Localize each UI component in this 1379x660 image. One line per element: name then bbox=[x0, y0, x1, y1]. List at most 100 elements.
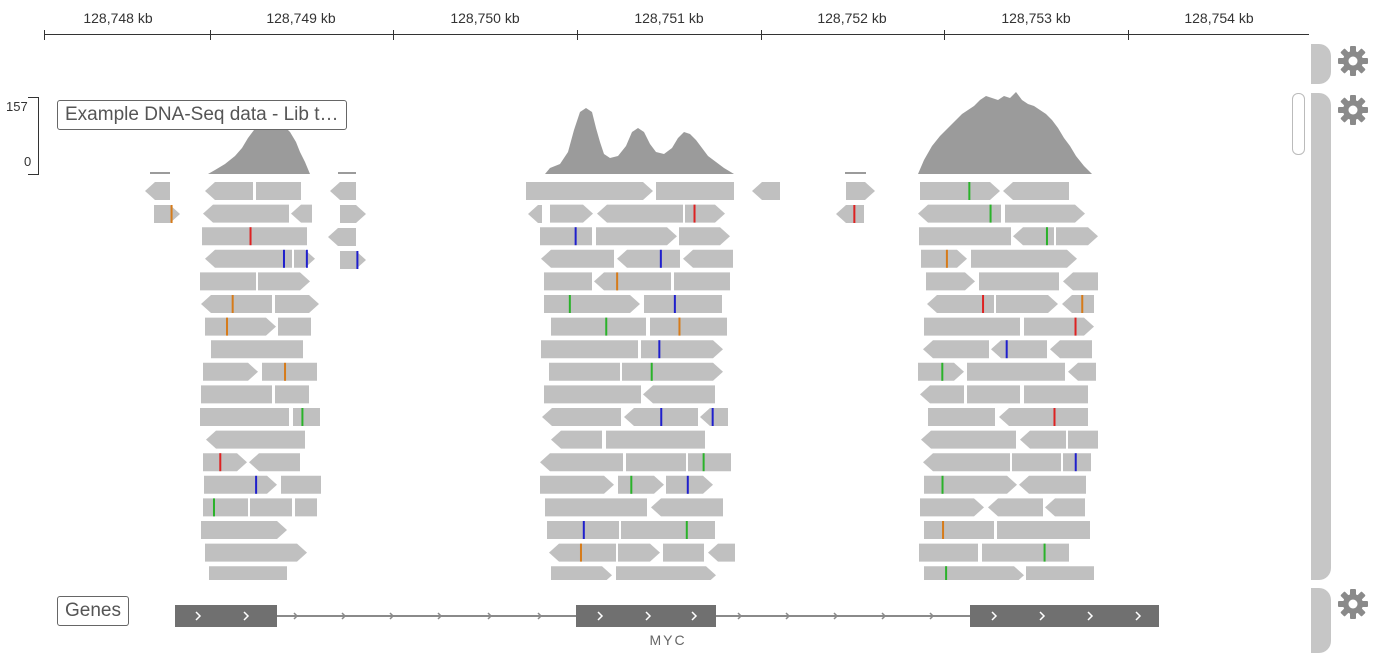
read-alignment bbox=[988, 498, 1043, 517]
read-alignment bbox=[203, 453, 247, 472]
read-alignment bbox=[979, 272, 1059, 291]
gear-icon[interactable] bbox=[1336, 587, 1370, 621]
read-alignment bbox=[1068, 430, 1098, 449]
alignment-pileup[interactable] bbox=[0, 178, 1300, 580]
read-alignment bbox=[281, 475, 321, 494]
ruler-minor-tick bbox=[577, 30, 578, 40]
read-alignment bbox=[541, 340, 638, 359]
read-alignment bbox=[549, 543, 616, 562]
read-alignment bbox=[340, 205, 366, 223]
mismatch-base bbox=[284, 362, 287, 381]
read-alignment bbox=[526, 182, 546, 200]
read-alignment bbox=[201, 385, 272, 404]
ruler-tick-label: 128,750 kb bbox=[450, 10, 520, 26]
ruler-tick-label: 128,752 kb bbox=[817, 10, 887, 26]
alignment-track-label[interactable]: Example DNA-Seq data - Lib t… bbox=[57, 100, 347, 130]
strand-arrow bbox=[195, 611, 202, 621]
read-alignment bbox=[275, 385, 309, 404]
read-alignment bbox=[205, 317, 276, 336]
mismatch-base bbox=[1074, 453, 1077, 472]
mismatch-base bbox=[941, 362, 944, 381]
read-alignment bbox=[202, 227, 307, 246]
read-alignment bbox=[666, 475, 713, 494]
read-alignment bbox=[918, 204, 1001, 223]
mismatch-base bbox=[301, 408, 304, 426]
read-alignment bbox=[211, 340, 303, 359]
strand-arrow bbox=[833, 612, 839, 620]
mismatch-base bbox=[658, 340, 661, 359]
coverage-peak bbox=[918, 92, 1092, 174]
ruler-tick-label: 128,754 kb bbox=[1184, 10, 1254, 26]
read-alignment bbox=[606, 430, 705, 449]
read-alignment bbox=[1068, 362, 1096, 381]
genes-track[interactable]: MYC bbox=[0, 595, 1300, 655]
read-alignment bbox=[679, 227, 730, 246]
ruler-minor-tick bbox=[944, 30, 945, 40]
read-alignment bbox=[618, 543, 660, 562]
read-alignment bbox=[919, 543, 978, 562]
read-alignment bbox=[1026, 566, 1094, 580]
mismatch-base bbox=[941, 475, 944, 494]
read-alignment bbox=[295, 498, 317, 517]
genes-track-handle[interactable] bbox=[1311, 588, 1331, 653]
genes-track-label[interactable]: Genes bbox=[57, 596, 129, 626]
alignment-track-handle[interactable] bbox=[1311, 93, 1331, 580]
read-alignment bbox=[541, 249, 614, 268]
read-alignment bbox=[203, 362, 258, 381]
genomic-ruler[interactable]: 128,748 kb 128,749 kb 128,750 kb 128,751… bbox=[0, 0, 1379, 40]
ruler-track-handle[interactable] bbox=[1311, 44, 1331, 84]
read-alignment bbox=[1063, 453, 1091, 472]
ruler-minor-tick bbox=[761, 30, 762, 40]
read-alignment bbox=[622, 362, 723, 381]
mismatch-base bbox=[989, 204, 992, 223]
coverage-fragment bbox=[338, 172, 356, 174]
mismatch-base bbox=[1043, 543, 1046, 562]
read-alignment bbox=[340, 251, 366, 269]
read-alignment bbox=[597, 204, 683, 223]
read-alignment bbox=[651, 498, 723, 517]
mismatch-base bbox=[945, 566, 948, 580]
read-alignment bbox=[544, 272, 592, 291]
read-alignment bbox=[971, 249, 1077, 268]
read-alignment bbox=[291, 204, 312, 223]
mismatch-base bbox=[249, 227, 252, 246]
read-alignment bbox=[145, 182, 170, 200]
read-alignment bbox=[201, 295, 272, 313]
read-alignment bbox=[206, 430, 305, 449]
gene-exon-2 bbox=[576, 605, 716, 627]
read-alignment bbox=[542, 408, 621, 426]
read-alignment bbox=[549, 362, 620, 381]
read-alignment bbox=[836, 205, 864, 223]
gear-icon[interactable] bbox=[1336, 44, 1370, 78]
mismatch-base bbox=[1005, 340, 1008, 359]
mismatch-base bbox=[673, 295, 676, 313]
ruler-minor-tick bbox=[1128, 30, 1129, 40]
read-alignment bbox=[249, 453, 300, 472]
read-alignment bbox=[617, 249, 680, 268]
read-alignment bbox=[967, 362, 1065, 381]
read-alignment bbox=[544, 385, 641, 404]
read-alignment bbox=[996, 295, 1058, 313]
read-alignment bbox=[1063, 272, 1098, 291]
read-alignment bbox=[293, 408, 320, 426]
mismatch-base bbox=[616, 272, 619, 291]
read-alignment bbox=[550, 204, 593, 223]
read-alignment bbox=[1024, 385, 1088, 404]
read-alignment bbox=[205, 543, 307, 562]
gear-icon[interactable] bbox=[1336, 93, 1370, 127]
read-alignment bbox=[644, 295, 722, 313]
read-alignment bbox=[278, 317, 311, 336]
strand-arrow bbox=[1135, 611, 1142, 621]
gene-exon-3 bbox=[970, 605, 1159, 627]
strand-arrow bbox=[881, 612, 887, 620]
mismatch-base bbox=[574, 227, 577, 246]
alignment-scrollbar[interactable] bbox=[1292, 93, 1305, 155]
strand-arrow bbox=[691, 611, 698, 621]
read-alignment bbox=[920, 498, 984, 517]
mismatch-base bbox=[945, 249, 948, 268]
read-alignment bbox=[551, 566, 612, 580]
read-alignment bbox=[1003, 182, 1069, 200]
read-alignment bbox=[540, 227, 592, 246]
mismatch-base bbox=[853, 205, 856, 223]
read-alignment bbox=[688, 453, 731, 472]
